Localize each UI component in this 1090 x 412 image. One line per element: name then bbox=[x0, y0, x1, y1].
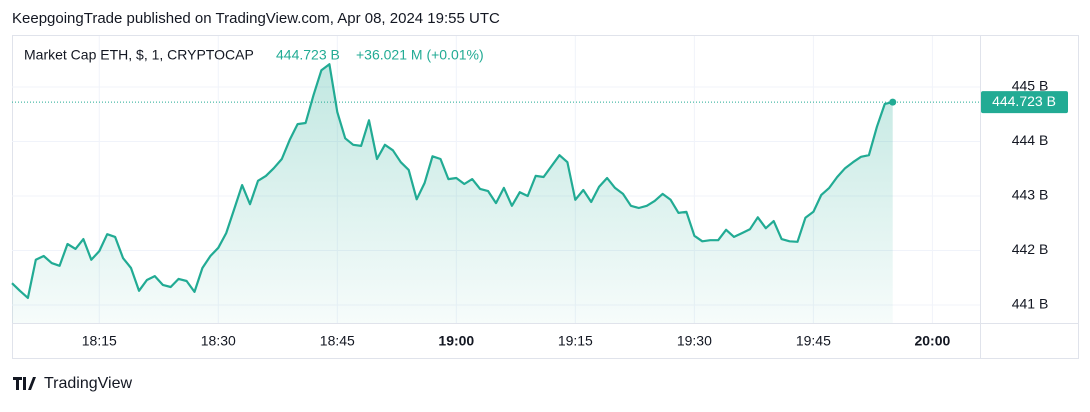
x-tick-label: 19:45 bbox=[796, 333, 831, 349]
x-tick-label: 19:00 bbox=[438, 333, 474, 349]
y-tick-label: 441 B bbox=[1012, 296, 1049, 312]
legend-symbol: Market Cap ETH, $, 1, CRYPTOCAP bbox=[24, 47, 254, 63]
x-tick-label: 18:30 bbox=[201, 333, 236, 349]
x-tick-label: 18:45 bbox=[320, 333, 355, 349]
logo bbox=[13, 377, 36, 390]
price-line bbox=[11, 63, 893, 299]
y-tick-label: 444 B bbox=[1012, 132, 1049, 148]
chart-frame bbox=[12, 35, 1079, 359]
legend-last: 444.723 B bbox=[276, 47, 340, 63]
y-tick-label: 443 B bbox=[1012, 187, 1049, 203]
x-tick-label: 20:00 bbox=[914, 333, 950, 349]
y-tick-label: 442 B bbox=[1012, 241, 1049, 257]
price-tag-label: 444.723 B bbox=[992, 93, 1056, 109]
last-point bbox=[889, 98, 897, 106]
x-tick-label: 19:30 bbox=[677, 333, 712, 349]
x-tick-label: 18:15 bbox=[82, 333, 117, 349]
x-tick-label: 19:15 bbox=[558, 333, 593, 349]
area-fill bbox=[12, 64, 893, 323]
legend-change: +36.021 M (+0.01%) bbox=[356, 47, 484, 63]
y-tick-label: 445 B bbox=[1012, 78, 1049, 94]
footer-brand: TradingView bbox=[44, 375, 132, 392]
header: KeepgoingTrade published on TradingView.… bbox=[12, 10, 500, 27]
price-tag bbox=[981, 91, 1068, 114]
